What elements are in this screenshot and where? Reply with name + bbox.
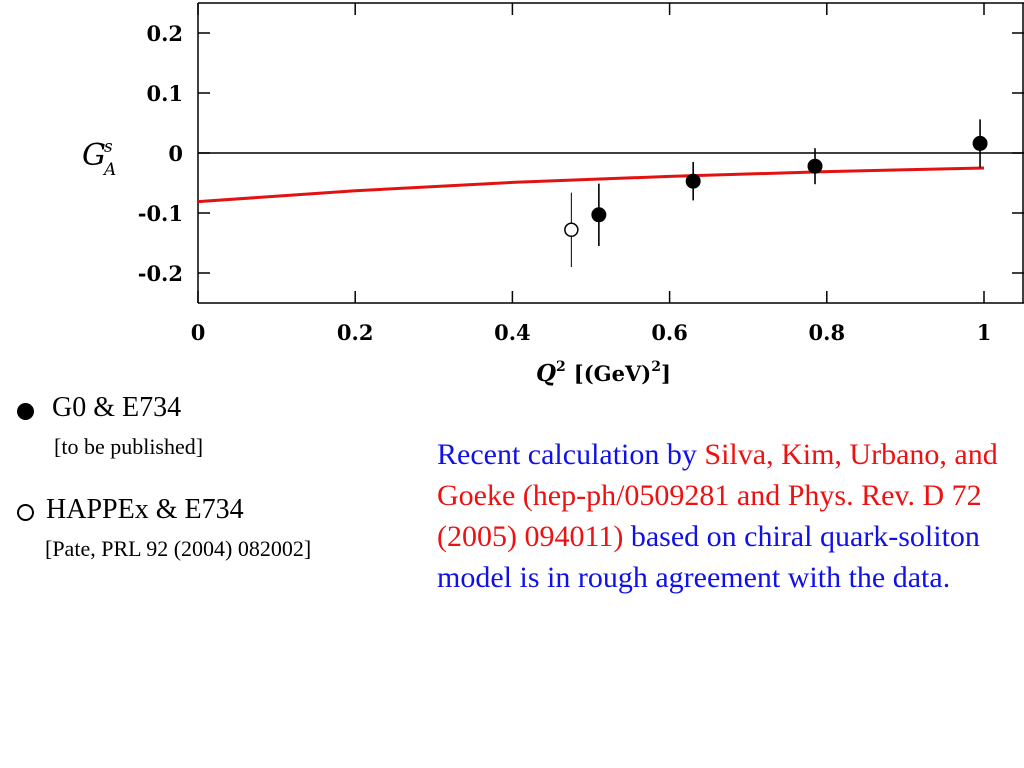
x-axis-label: Q2 [(GeV)2]	[536, 359, 671, 387]
y-tick-label: 0	[168, 141, 183, 166]
x-tick-label: 0.4	[494, 320, 531, 345]
x-tick-label: 0	[191, 320, 206, 345]
x-tick-label: 0.8	[809, 320, 846, 345]
data-point-filled	[685, 173, 701, 189]
y-tick-label: 0.2	[146, 21, 183, 46]
note-intro: Recent calculation by	[437, 438, 705, 471]
y-tick-label: -0.2	[138, 261, 183, 286]
legend-item-g0: G0 & E734	[52, 392, 182, 423]
legend-item-happex: HAPPEx & E734	[46, 494, 244, 525]
y-tick-label: -0.1	[138, 201, 183, 226]
y-axis-label-sub: A	[102, 160, 116, 180]
data-point-open	[564, 222, 579, 238]
data-point-filled	[972, 135, 988, 151]
x-tick-label: 0.6	[651, 320, 688, 345]
x-tick-label: 1	[977, 320, 992, 345]
data-points	[564, 119, 988, 267]
y-axis-label-sup: s	[104, 137, 113, 157]
x-tick-label: 0.2	[337, 320, 374, 345]
data-point-filled	[807, 158, 823, 174]
legend-note-g0: [to be published]	[54, 434, 204, 459]
note-citation: Silva, Kim, Urbano, and Goeke (hep-ph/05…	[437, 438, 998, 553]
ticks	[197, 3, 1024, 303]
calculation-note: Recent calculation by Silva, Kim, Urbano…	[437, 434, 1017, 598]
data-point-filled	[591, 207, 607, 223]
filled-circle-legend-marker	[17, 403, 34, 420]
y-tick-label: 0.1	[146, 81, 183, 106]
model-curve-line	[197, 166, 985, 204]
note-conclusion: based on chiral quark-soliton model is i…	[437, 520, 980, 594]
legend-note-happex: [Pate, PRL 92 (2004) 082002]	[45, 536, 312, 561]
model-curve	[197, 166, 985, 204]
y-axis-label: G	[82, 138, 106, 173]
tick-labels: 0 0.2 0.4 0.6 0.8 1 0.2 0.1 0 -0.1 -0.2	[138, 21, 992, 345]
plot-frame	[197, 2, 1024, 304]
chart: 0 0.2 0.4 0.6 0.8 1 0.2 0.1 0 -0.1 -0.2 G s A Q2[(…	[82, 2, 1024, 387]
open-circle-legend-marker	[17, 504, 34, 521]
